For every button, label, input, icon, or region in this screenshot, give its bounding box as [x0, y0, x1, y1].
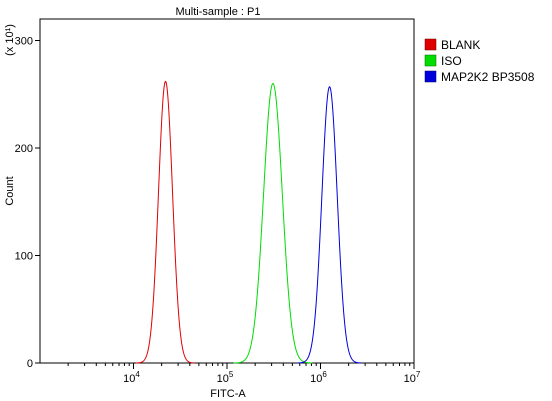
y-tick-label: 0	[27, 358, 33, 370]
legend-swatch-blank	[424, 38, 437, 51]
legend-label-blank: BLANK	[441, 38, 480, 52]
y-axis-label: Count	[4, 176, 16, 205]
y-axis-multiplier: (x 10¹)	[4, 24, 16, 56]
x-tick-label: 104	[123, 370, 140, 385]
x-tick-label: 105	[217, 370, 234, 385]
x-axis-ticks: 104 105 106 107	[67, 363, 421, 385]
legend-label-map2k2: MAP2K2 BP3508	[441, 70, 535, 84]
histogram-curves	[136, 80, 362, 364]
y-tick-label: 200	[15, 143, 33, 155]
x-axis-label: FITC-A	[210, 388, 246, 400]
x-tick-label: 106	[310, 370, 327, 385]
series-curve-1	[233, 82, 313, 364]
series-curve-0	[136, 80, 195, 364]
chart-title: Multi-sample : P1	[176, 6, 261, 18]
legend-swatch-iso	[424, 54, 437, 67]
x-tick-label: 107	[404, 370, 421, 385]
legend: BLANK ISO MAP2K2 BP3508	[424, 38, 535, 84]
legend-swatch-map2k2	[424, 70, 437, 83]
y-axis-ticks: 0 100 200 300	[15, 36, 40, 370]
series-curve-2	[297, 86, 362, 364]
y-tick-label: 300	[15, 36, 33, 48]
legend-label-iso: ISO	[441, 54, 462, 68]
plot-frame	[39, 18, 415, 364]
y-tick-label: 100	[15, 251, 33, 263]
